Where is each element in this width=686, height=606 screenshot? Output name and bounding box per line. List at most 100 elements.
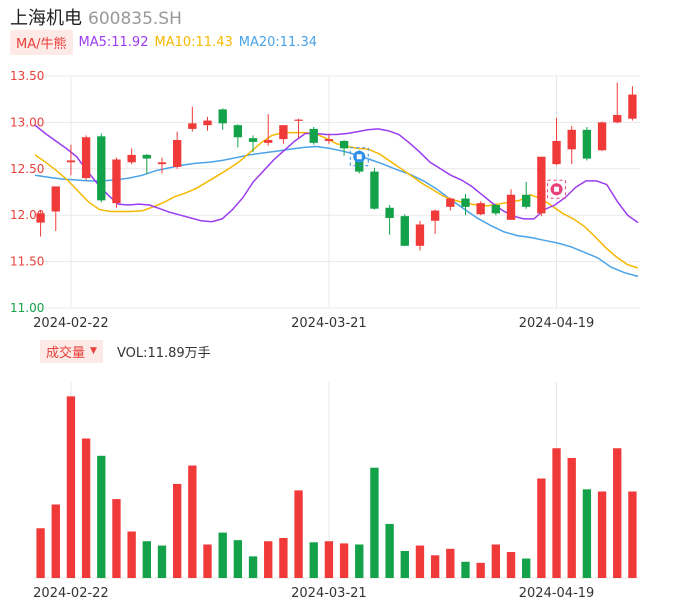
- candle-body: [430, 210, 440, 221]
- candle-body: [36, 213, 45, 223]
- candle-body: [506, 194, 516, 220]
- candle-body: [279, 125, 288, 140]
- volume-bar: [264, 541, 273, 578]
- y-tick-label: 12.00: [10, 208, 44, 222]
- y-tick-label: 13.50: [10, 69, 44, 83]
- volume-bar: [309, 542, 318, 578]
- volume-bar: [597, 491, 607, 578]
- volume-bar: [476, 562, 485, 578]
- volume-selector-tag[interactable]: 成交量 ▼: [40, 339, 103, 363]
- marker-glyph: [356, 154, 362, 160]
- y-tick-label: 11.00: [10, 301, 44, 315]
- volume-legend: 成交量 ▼ VOL:11.89万手: [40, 339, 211, 363]
- ma-selector-tag[interactable]: MA/牛熊: [10, 29, 73, 55]
- y-tick-label: 11.50: [10, 255, 44, 269]
- candle-body: [157, 162, 167, 165]
- volume-bar: [522, 558, 531, 578]
- volume-bar: [446, 548, 455, 578]
- volume-bar: [112, 499, 121, 578]
- volume-bar: [127, 531, 136, 578]
- x-tick-label: 2024-02-22: [33, 316, 109, 331]
- volume-bar: [552, 448, 561, 578]
- volume-bar: [415, 545, 425, 578]
- ma5-label: MA5:11.92: [78, 34, 149, 50]
- volume-bar: [537, 478, 546, 578]
- candle-body: [97, 136, 106, 201]
- candle-body: [127, 154, 136, 163]
- volume-selector-label: 成交量: [46, 345, 86, 361]
- marker-frame: [547, 179, 567, 199]
- candle-body: [400, 216, 409, 246]
- candle-body: [324, 139, 334, 141]
- candle-body: [248, 138, 258, 142]
- ma20-label: MA20:11.34: [238, 34, 317, 50]
- stock-name: 上海机电: [10, 8, 82, 29]
- volume-bar: [582, 489, 592, 578]
- marker-glyph: [554, 186, 560, 192]
- chart-header: 上海机电 600835.SH: [10, 4, 182, 29]
- candle-body: [582, 129, 592, 159]
- candle-body: [537, 156, 546, 214]
- candle-body: [446, 198, 455, 207]
- marker-frame: [349, 147, 369, 167]
- candle-body: [597, 122, 607, 151]
- volume-bar: [172, 483, 182, 578]
- volume-bar: [233, 540, 243, 578]
- volume-bar: [324, 541, 334, 578]
- volume-bar: [188, 465, 197, 578]
- volume-bar: [385, 523, 394, 578]
- y-tick-label: 12.50: [10, 162, 44, 176]
- volume-value: VOL:11.89万手: [116, 345, 211, 361]
- candle-body: [476, 203, 485, 215]
- volume-bar: [430, 555, 440, 578]
- volume-bar: [567, 457, 576, 578]
- candle-body: [309, 128, 318, 143]
- volume-bar: [613, 448, 622, 578]
- stock-code: 600835.SH: [88, 9, 182, 29]
- candle-body: [112, 159, 121, 204]
- candle-body: [415, 224, 425, 246]
- candle-body: [142, 154, 151, 159]
- ma10-line: [34, 131, 639, 269]
- x-tick-label: 2024-04-19: [519, 586, 595, 601]
- ma5-line: [34, 124, 639, 224]
- y-tick-label: 13.00: [10, 115, 44, 129]
- candle-body: [294, 119, 303, 121]
- volume-bar: [142, 541, 151, 578]
- ma20-line: [34, 145, 639, 278]
- candle-body: [264, 140, 273, 143]
- candle-body: [491, 204, 501, 214]
- volume-bar: [339, 543, 349, 578]
- caret-down-icon: ▼: [90, 346, 97, 356]
- pink-badge-icon: [547, 179, 567, 199]
- volume-bar: [628, 491, 637, 578]
- candle-body: [81, 137, 91, 179]
- candle-body: [461, 198, 470, 207]
- candle-body: [370, 171, 379, 209]
- candle-body: [66, 160, 76, 163]
- volume-bar: [279, 537, 288, 578]
- volume-bar: [506, 552, 516, 578]
- volume-bar: [51, 504, 60, 578]
- candle-body: [567, 129, 576, 150]
- volume-bar: [461, 561, 470, 578]
- candle-body: [51, 186, 60, 212]
- x-tick-label: 2024-03-21: [291, 586, 367, 601]
- volume-bar: [36, 528, 45, 578]
- candle-body: [339, 140, 349, 149]
- volume-bar: [203, 544, 212, 578]
- ma-legend: MA/牛熊 MA5:11.92 MA10:11.43 MA20:11.34: [10, 29, 317, 55]
- x-tick-label: 2024-04-19: [519, 316, 595, 331]
- volume-bar: [370, 467, 379, 578]
- volume-bar: [157, 545, 167, 578]
- x-tick-label: 2024-02-22: [33, 586, 109, 601]
- blue-badge-icon: [349, 147, 369, 167]
- candle-body: [233, 125, 243, 138]
- volume-bar: [355, 544, 364, 578]
- volume-bar: [400, 550, 409, 578]
- candle-body: [628, 94, 637, 119]
- candle-body: [218, 109, 227, 124]
- candle-body: [203, 120, 212, 126]
- candle-body: [552, 140, 561, 165]
